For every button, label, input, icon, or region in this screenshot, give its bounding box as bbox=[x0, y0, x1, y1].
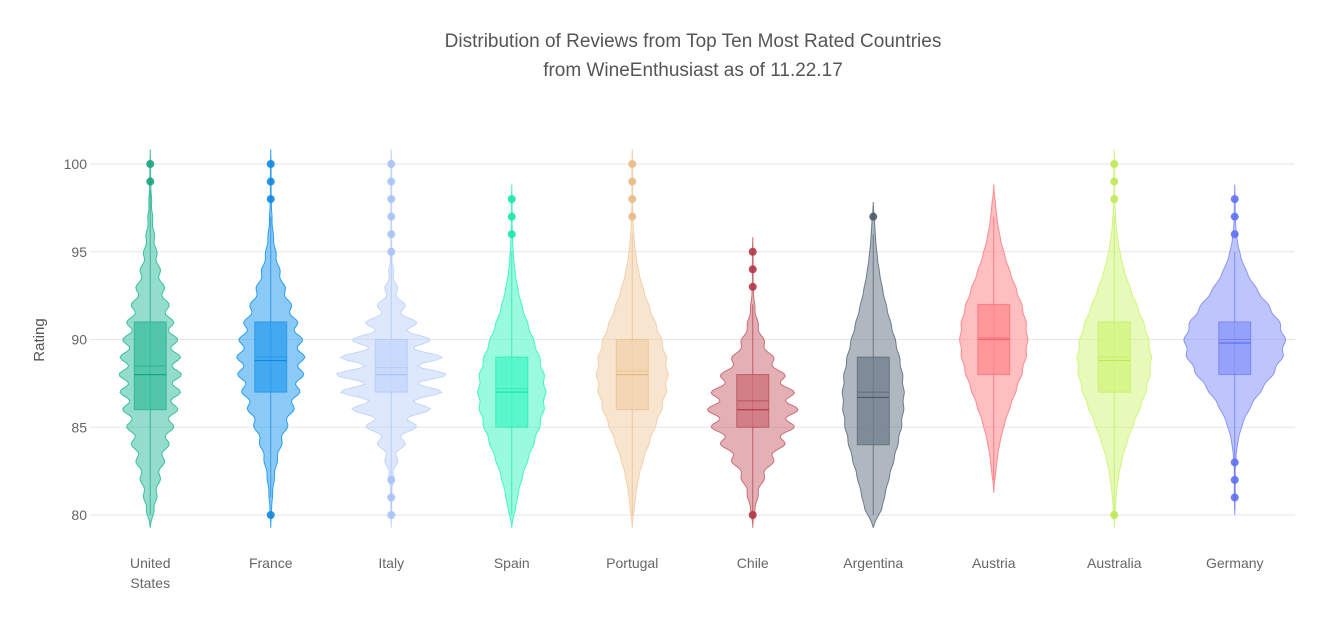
outlier-point bbox=[748, 247, 757, 256]
outlier-point bbox=[387, 493, 396, 502]
chart-subtitle: from WineEnthusiast as of 11.22.17 bbox=[543, 60, 843, 81]
outlier-point bbox=[1230, 212, 1239, 221]
x-tick-label: Argentina bbox=[843, 555, 903, 571]
outlier-point bbox=[266, 177, 275, 186]
y-tick-label: 85 bbox=[71, 419, 87, 435]
x-tick-label: Spain bbox=[494, 555, 530, 571]
outlier-point bbox=[387, 177, 396, 186]
x-tick-label: States bbox=[130, 575, 170, 591]
violin-group bbox=[335, 149, 447, 528]
outlier-point bbox=[507, 230, 516, 239]
outlier-point bbox=[628, 212, 637, 221]
box-iqr bbox=[374, 339, 408, 393]
outlier-point bbox=[1230, 230, 1239, 239]
violin-group bbox=[959, 184, 1029, 493]
violin-group bbox=[595, 149, 669, 528]
box-iqr bbox=[856, 356, 890, 446]
outlier-point bbox=[387, 511, 396, 519]
outlier-point bbox=[507, 195, 516, 204]
outlier-point bbox=[1230, 195, 1239, 204]
outlier-point bbox=[387, 230, 396, 239]
outlier-point bbox=[507, 212, 516, 221]
outlier-point bbox=[387, 247, 396, 256]
x-tick-label: Germany bbox=[1206, 555, 1264, 571]
outlier-point bbox=[1230, 493, 1239, 502]
outlier-point bbox=[266, 511, 275, 519]
outlier-point bbox=[748, 511, 757, 519]
outlier-point bbox=[628, 195, 637, 204]
outlier-point bbox=[1230, 458, 1239, 467]
outlier-point bbox=[387, 212, 396, 221]
violin-group bbox=[118, 149, 182, 528]
outlier-point bbox=[266, 195, 275, 204]
violin-group bbox=[236, 149, 306, 528]
outlier-point bbox=[1110, 195, 1119, 204]
outlier-point bbox=[1110, 511, 1119, 519]
y-axis-label: Rating bbox=[31, 318, 48, 361]
box-iqr bbox=[1218, 321, 1252, 376]
outlier-point bbox=[146, 160, 155, 168]
x-tick-label: France bbox=[249, 555, 293, 571]
y-tick-label: 80 bbox=[71, 507, 87, 523]
x-tick-label: Portugal bbox=[606, 555, 658, 571]
outlier-point bbox=[1110, 160, 1119, 168]
x-tick-label: United bbox=[130, 555, 170, 571]
x-tick-label: Italy bbox=[378, 555, 404, 571]
outlier-point bbox=[146, 177, 155, 186]
outlier-point bbox=[628, 160, 637, 168]
violin-group bbox=[841, 202, 905, 528]
y-tick-label: 100 bbox=[64, 156, 88, 172]
violin-group bbox=[706, 237, 799, 528]
outlier-point bbox=[748, 265, 757, 274]
outlier-point bbox=[266, 160, 275, 168]
violin-group bbox=[1183, 184, 1287, 515]
outlier-point bbox=[869, 212, 878, 221]
violin-group bbox=[477, 184, 547, 528]
outlier-point bbox=[387, 195, 396, 204]
outlier-point bbox=[748, 282, 757, 291]
violin-group bbox=[1076, 149, 1153, 528]
outlier-point bbox=[1230, 475, 1239, 484]
x-tick-label: Austria bbox=[972, 555, 1016, 571]
outlier-point bbox=[628, 177, 637, 186]
y-tick-label: 90 bbox=[71, 332, 87, 348]
y-tick-label: 95 bbox=[71, 244, 87, 260]
chart-title: Distribution of Reviews from Top Ten Mos… bbox=[444, 31, 942, 52]
x-tick-label: Chile bbox=[737, 555, 769, 571]
x-tick-label: Australia bbox=[1087, 555, 1142, 571]
outlier-point bbox=[387, 160, 396, 168]
outlier-point bbox=[1110, 177, 1119, 186]
outlier-point bbox=[387, 475, 396, 484]
